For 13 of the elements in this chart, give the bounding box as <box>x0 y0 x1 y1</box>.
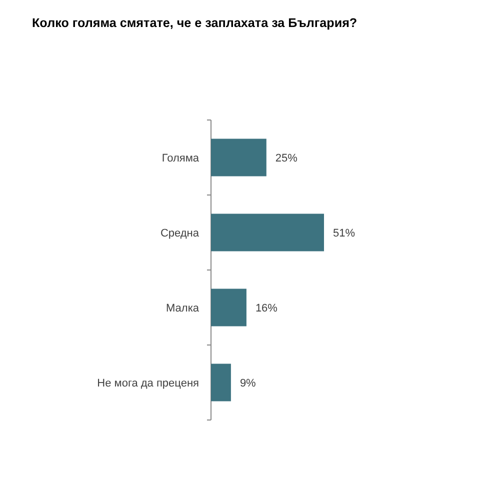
bar <box>211 138 266 176</box>
data-label: 51% <box>333 227 356 240</box>
bar <box>211 214 324 252</box>
data-label: 25% <box>275 152 298 164</box>
y-tick-label: Голяма <box>162 152 200 164</box>
bar <box>211 288 246 326</box>
bar <box>211 364 231 402</box>
y-tick-label: Малка <box>166 302 200 314</box>
y-tick-label: Средна <box>160 227 200 240</box>
y-tick-label: Не мога да преценя <box>97 377 200 390</box>
data-label: 9% <box>240 377 256 390</box>
data-label: 16% <box>255 302 278 314</box>
chart-title: Колко голяма смятате, че е заплахата за България? <box>32 16 358 30</box>
